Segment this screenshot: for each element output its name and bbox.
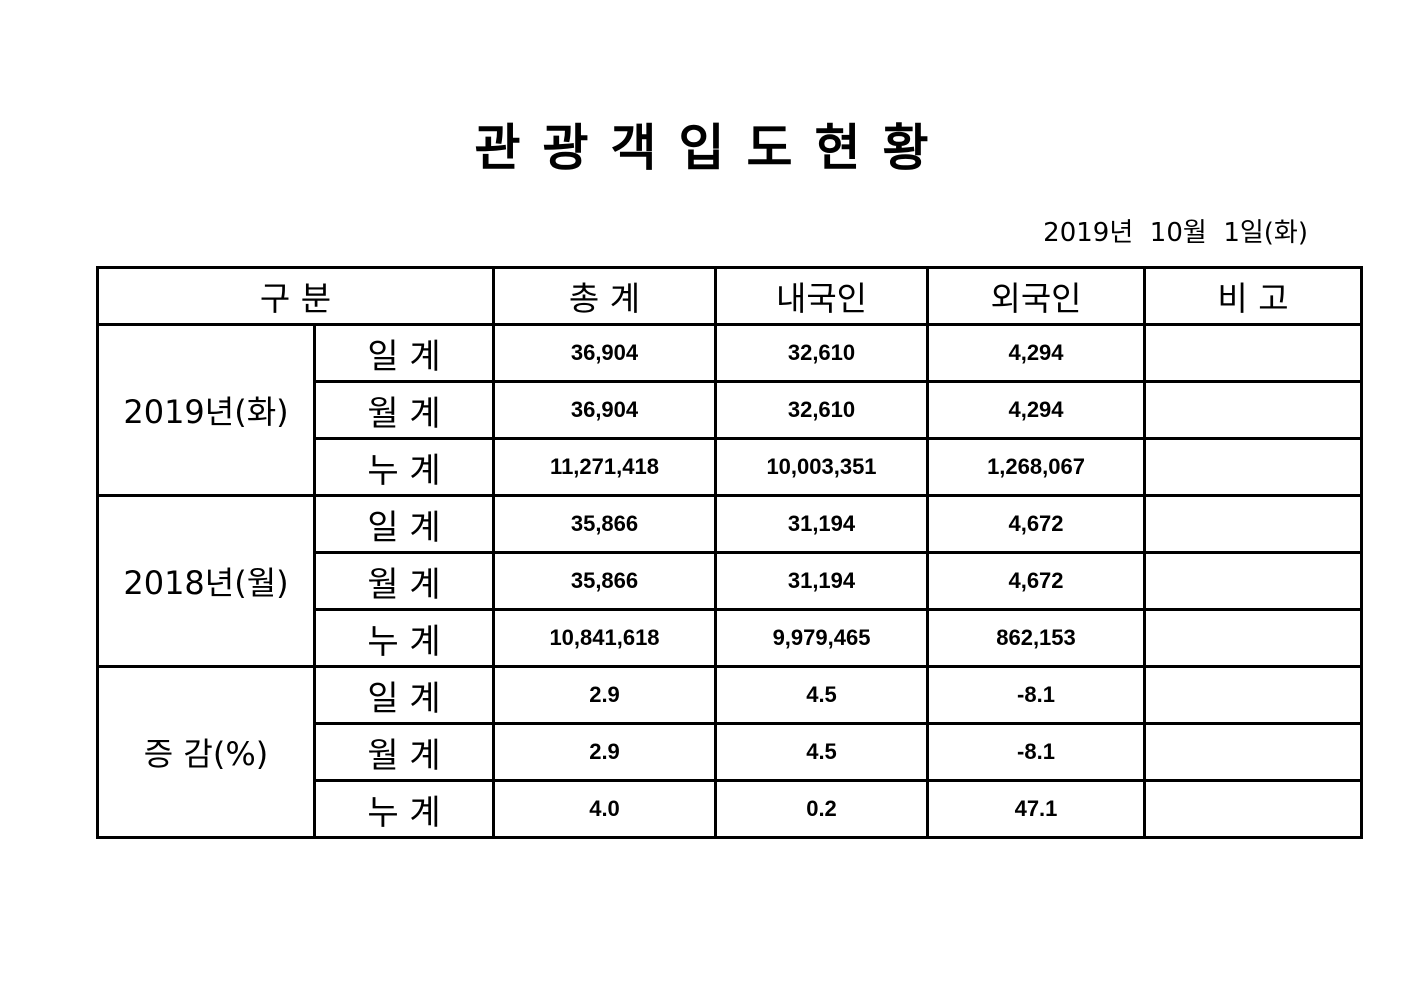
row-label: 누 계 — [313, 779, 495, 839]
row-label: 누 계 — [313, 437, 495, 497]
group-label-change: 증 감(%) — [96, 665, 316, 839]
cell-total: 36,904 — [492, 380, 717, 440]
cell-total: 4.0 — [492, 779, 717, 839]
cell-domestic: 0.2 — [714, 779, 929, 839]
cell-domestic: 32,610 — [714, 380, 929, 440]
table-row: 누 계 10,841,618 9,979,465 862,153 — [98, 608, 1363, 668]
cell-domestic: 31,194 — [714, 494, 929, 554]
group-label-2019: 2019년(화) — [96, 323, 316, 497]
table-row: 누 계 11,271,418 10,003,351 1,268,067 — [98, 437, 1363, 497]
cell-note — [1143, 722, 1363, 782]
document-title: 관광객입도현황 — [474, 119, 951, 177]
table-row: 누 계 4.0 0.2 47.1 — [98, 779, 1363, 839]
row-label: 월 계 — [313, 722, 495, 782]
cell-total: 2.9 — [492, 722, 717, 782]
cell-foreign: 4,672 — [926, 551, 1146, 611]
cell-note — [1143, 608, 1363, 668]
row-label: 월 계 — [313, 551, 495, 611]
cell-foreign: -8.1 — [926, 665, 1146, 725]
cell-note — [1143, 380, 1363, 440]
cell-note — [1143, 551, 1363, 611]
cell-domestic: 4.5 — [714, 722, 929, 782]
row-label: 일 계 — [313, 494, 495, 554]
cell-note — [1143, 323, 1363, 383]
cell-foreign: -8.1 — [926, 722, 1146, 782]
table-row: 월 계 35,866 31,194 4,672 — [98, 551, 1363, 611]
table-row: 월 계 2.9 4.5 -8.1 — [98, 722, 1363, 782]
cell-note — [1143, 437, 1363, 497]
cell-foreign: 4,294 — [926, 380, 1146, 440]
report-date: 2019년 10월 1일(화) — [1043, 218, 1308, 248]
table-header-row: 구 분 총 계 내국인 외국인 비 고 — [96, 266, 1363, 326]
cell-foreign: 862,153 — [926, 608, 1146, 668]
cell-foreign: 4,294 — [926, 323, 1146, 383]
cell-note — [1143, 494, 1363, 554]
cell-foreign: 4,672 — [926, 494, 1146, 554]
row-label: 월 계 — [313, 380, 495, 440]
header-category: 구 분 — [96, 266, 495, 326]
cell-note — [1143, 779, 1363, 839]
row-label: 일 계 — [313, 665, 495, 725]
tourist-arrivals-table: 구 분 총 계 내국인 외국인 비 고 2019년(화) 일 계 36,904 … — [96, 266, 1363, 839]
header-note: 비 고 — [1143, 266, 1363, 326]
cell-total: 36,904 — [492, 323, 717, 383]
table-row: 2019년(화) 일 계 36,904 32,610 4,294 — [96, 323, 1363, 497]
cell-domestic: 4.5 — [714, 665, 929, 725]
cell-foreign: 1,268,067 — [926, 437, 1146, 497]
cell-total: 2.9 — [492, 665, 717, 725]
cell-domestic: 31,194 — [714, 551, 929, 611]
header-domestic: 내국인 — [714, 266, 929, 326]
cell-total: 35,866 — [492, 551, 717, 611]
row-label: 누 계 — [313, 608, 495, 668]
header-total: 총 계 — [492, 266, 717, 326]
group-label-2018: 2018년(월) — [96, 494, 316, 668]
cell-domestic: 32,610 — [714, 323, 929, 383]
cell-domestic: 9,979,465 — [714, 608, 929, 668]
cell-total: 10,841,618 — [492, 608, 717, 668]
cell-total: 35,866 — [492, 494, 717, 554]
table-row: 월 계 36,904 32,610 4,294 — [98, 380, 1363, 440]
header-foreign: 외국인 — [926, 266, 1146, 326]
cell-domestic: 10,003,351 — [714, 437, 929, 497]
cell-note — [1143, 665, 1363, 725]
table-row: 증 감(%) 일 계 2.9 4.5 -8.1 — [96, 665, 1363, 839]
cell-total: 11,271,418 — [492, 437, 717, 497]
table-row: 2018년(월) 일 계 35,866 31,194 4,672 — [96, 494, 1363, 668]
cell-foreign: 47.1 — [926, 779, 1146, 839]
row-label: 일 계 — [313, 323, 495, 383]
